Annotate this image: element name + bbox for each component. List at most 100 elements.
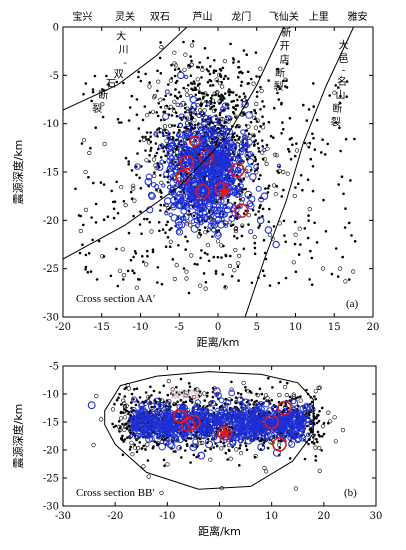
small-event	[238, 136, 241, 139]
small-event	[309, 249, 312, 253]
blue-event-large	[189, 95, 197, 104]
small-event	[80, 142, 84, 145]
small-event	[156, 188, 162, 193]
small-event	[261, 145, 265, 148]
small-event	[214, 108, 217, 111]
blue-event	[133, 416, 139, 421]
small-event	[229, 387, 234, 392]
small-event	[202, 391, 207, 396]
blue-event-large	[239, 426, 247, 435]
small-event	[235, 124, 239, 127]
small-event	[319, 151, 323, 154]
small-event	[117, 419, 121, 423]
blue-event	[180, 100, 187, 107]
small-event	[158, 56, 162, 60]
small-event	[141, 464, 146, 469]
small-event	[94, 126, 97, 129]
blue-event	[205, 426, 213, 433]
small-event	[202, 92, 207, 97]
small-event	[228, 456, 233, 461]
small-event	[138, 176, 141, 180]
small-event	[277, 400, 281, 404]
small-event	[159, 72, 163, 75]
small-event	[100, 102, 105, 107]
small-event	[217, 94, 221, 98]
small-event	[223, 121, 226, 125]
small-event	[188, 395, 191, 399]
blue-event	[207, 145, 213, 151]
blue-event	[184, 129, 192, 137]
small-event	[164, 231, 167, 234]
small-event	[201, 65, 204, 69]
blue-event	[181, 173, 188, 180]
blue-event	[165, 410, 171, 416]
small-event	[244, 187, 247, 191]
blue-event	[276, 424, 284, 432]
small-event	[200, 67, 205, 72]
small-event	[170, 77, 173, 80]
small-event	[282, 188, 285, 192]
blue-event	[209, 214, 214, 219]
blue-event	[215, 212, 221, 219]
small-event	[192, 214, 196, 218]
small-event	[261, 100, 264, 103]
small-event	[155, 111, 158, 114]
small-event	[313, 148, 317, 151]
small-event	[334, 247, 338, 250]
small-event	[255, 399, 258, 403]
y-tick-label: -10	[43, 119, 59, 130]
small-event	[307, 442, 310, 446]
small-event	[232, 106, 236, 110]
small-event	[174, 111, 178, 115]
small-event	[188, 122, 191, 125]
place-name: 宝兴	[72, 10, 92, 23]
small-event	[157, 147, 160, 151]
small-event	[264, 161, 269, 166]
blue-event	[177, 136, 185, 143]
small-event	[345, 95, 349, 98]
small-event	[224, 254, 228, 258]
blue-event	[239, 150, 244, 156]
y-tick-label: -25	[43, 264, 59, 275]
small-event	[139, 187, 143, 190]
small-event	[312, 421, 315, 424]
small-event	[184, 235, 187, 238]
small-event	[170, 387, 175, 392]
blue-event	[292, 419, 299, 426]
small-event	[193, 86, 197, 89]
small-event	[267, 120, 271, 124]
small-event	[252, 234, 257, 240]
blue-event	[181, 170, 187, 176]
y-tick-label: -15	[43, 168, 59, 179]
blue-event	[209, 399, 217, 407]
small-event	[219, 446, 224, 451]
small-event	[203, 399, 206, 402]
small-event	[147, 140, 152, 145]
small-event	[159, 180, 164, 185]
small-event	[128, 429, 132, 432]
small-event	[182, 67, 187, 72]
small-event	[184, 88, 189, 93]
blue-event	[164, 211, 169, 216]
blue-event	[216, 170, 223, 176]
section-label-b: Cross section BB′	[76, 487, 155, 499]
small-event	[172, 276, 177, 282]
blue-event	[271, 431, 278, 438]
blue-event	[128, 433, 134, 439]
small-event	[154, 142, 158, 145]
blue-event	[164, 89, 170, 95]
small-event	[299, 174, 303, 177]
small-event	[195, 77, 200, 82]
small-event	[234, 108, 238, 111]
small-event	[121, 398, 126, 403]
small-event	[332, 415, 337, 420]
blue-event	[254, 415, 260, 422]
blue-event	[193, 202, 201, 209]
small-event	[267, 399, 271, 403]
small-event	[214, 269, 218, 273]
small-event	[142, 444, 147, 449]
small-event	[259, 203, 262, 207]
small-event	[126, 426, 129, 430]
small-event	[283, 385, 288, 390]
y-tick-label: -15	[43, 418, 59, 429]
